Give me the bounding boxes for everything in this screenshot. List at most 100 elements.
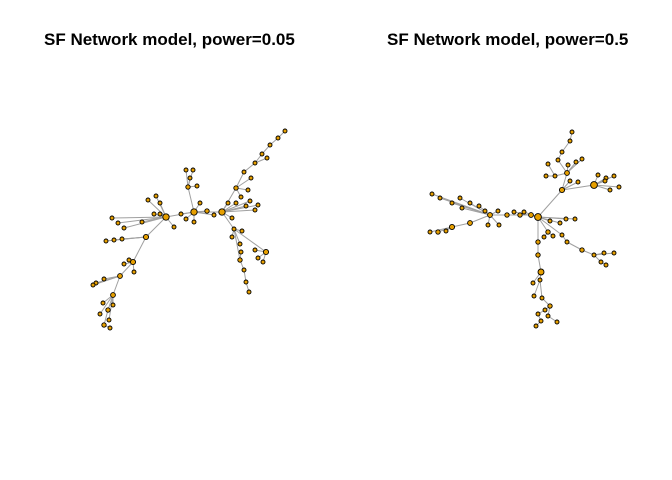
left-node-31	[183, 167, 189, 173]
left-node-40	[233, 185, 239, 191]
right-edge-63	[539, 279, 543, 299]
right-node-36	[575, 179, 581, 185]
right-node-70	[545, 313, 551, 319]
left-node-63	[255, 255, 261, 261]
left-node-23	[139, 219, 145, 225]
panel-title-right: SF Network model, power=0.5	[387, 30, 629, 49]
right-node-68	[538, 318, 544, 324]
left-edge-22	[141, 216, 167, 223]
right-node-52	[564, 239, 570, 245]
left-node-9	[106, 317, 112, 323]
right-node-56	[603, 262, 609, 268]
right-edge-49	[537, 216, 576, 220]
right-node-63	[531, 293, 537, 299]
right-edge-40	[593, 184, 620, 188]
right-node-22	[496, 222, 502, 228]
right-edge-62	[533, 279, 541, 297]
left-node-18	[111, 237, 117, 243]
network-graph-right	[427, 129, 622, 329]
right-node-50	[572, 216, 578, 222]
left-node-26	[157, 211, 163, 217]
right-node-18	[476, 203, 482, 209]
right-node-61	[537, 268, 545, 276]
left-node-51	[233, 200, 239, 206]
left-node-35	[191, 219, 197, 225]
right-node-16	[467, 200, 473, 206]
right-edge-1	[561, 184, 595, 191]
left-node-69	[246, 289, 252, 295]
left-node-57	[252, 207, 258, 213]
left-edge-54	[221, 200, 251, 213]
left-edge-55	[221, 204, 259, 213]
left-node-1	[190, 208, 198, 216]
right-node-30	[569, 129, 575, 135]
left-node-67	[241, 267, 247, 273]
left-node-21	[115, 220, 121, 226]
right-node-38	[595, 172, 601, 178]
right-node-34	[545, 161, 551, 167]
right-node-8	[448, 223, 456, 231]
left-edge-61	[233, 228, 267, 253]
right-node-12	[429, 191, 435, 197]
left-node-68	[243, 279, 249, 285]
left-node-73	[131, 269, 137, 275]
right-node-10	[427, 229, 433, 235]
left-node-52	[225, 200, 231, 206]
left-node-55	[247, 198, 253, 204]
right-edge-6	[469, 214, 491, 224]
right-edge-0	[537, 189, 563, 218]
right-node-44	[545, 229, 551, 235]
right-node-71	[554, 319, 560, 325]
left-node-20	[109, 215, 115, 221]
right-node-3	[528, 212, 534, 218]
left-node-43	[259, 151, 265, 157]
left-node-39	[197, 200, 203, 206]
left-node-64	[260, 259, 266, 265]
right-node-60	[535, 252, 541, 258]
right-node-13	[437, 195, 443, 201]
left-node-3	[142, 233, 150, 241]
edges-left	[92, 130, 286, 329]
right-node-23	[511, 209, 517, 215]
left-node-36	[178, 211, 184, 217]
nodes-right	[427, 129, 622, 329]
right-edge-31	[566, 158, 583, 174]
left-node-65	[252, 247, 258, 253]
right-node-26	[565, 162, 571, 168]
left-node-74	[121, 261, 127, 267]
left-node-29	[185, 184, 191, 190]
left-edge-65	[233, 228, 241, 261]
right-node-2	[590, 181, 598, 189]
left-node-71	[171, 224, 177, 230]
right-node-25	[564, 170, 570, 176]
right-node-67	[535, 311, 541, 317]
left-edge-4	[119, 261, 134, 277]
left-node-62	[262, 248, 270, 256]
left-edge-23	[147, 199, 167, 218]
right-node-7	[467, 220, 473, 226]
right-node-17	[459, 205, 465, 211]
left-node-15	[101, 276, 107, 282]
left-node-6	[110, 292, 116, 298]
left-node-8	[101, 322, 107, 328]
panel-title-left: SF Network model, power=0.05	[44, 30, 295, 49]
left-node-38	[211, 212, 217, 218]
left-node-53	[229, 215, 235, 221]
left-node-37	[204, 208, 210, 214]
right-node-9	[435, 229, 441, 235]
left-node-0	[162, 213, 170, 221]
left-node-22	[121, 225, 127, 231]
right-edge-50	[537, 216, 563, 236]
left-node-46	[282, 128, 288, 134]
left-node-16	[90, 282, 96, 288]
left-edge-60	[233, 228, 241, 245]
left-node-28	[157, 200, 163, 206]
left-node-24	[145, 197, 151, 203]
right-node-33	[552, 173, 558, 179]
right-node-53	[579, 247, 585, 253]
left-node-59	[239, 228, 245, 234]
left-node-60	[229, 234, 235, 240]
right-node-28	[559, 149, 565, 155]
right-node-35	[543, 173, 549, 179]
left-node-72	[126, 257, 132, 263]
